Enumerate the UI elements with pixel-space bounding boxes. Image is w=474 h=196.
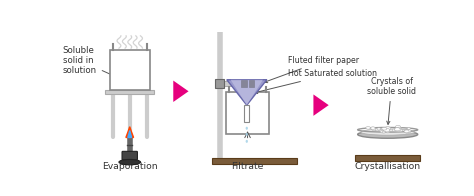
Ellipse shape [375,128,380,131]
Text: Fluted filter paper: Fluted filter paper [264,56,359,83]
Bar [215,79,225,88]
Ellipse shape [382,127,387,130]
Ellipse shape [407,128,410,129]
Ellipse shape [246,140,248,143]
Ellipse shape [394,128,401,132]
Ellipse shape [366,127,371,129]
Bar [109,50,150,90]
Ellipse shape [404,130,409,133]
Ellipse shape [380,131,384,133]
Ellipse shape [371,127,375,129]
Ellipse shape [246,127,248,130]
Ellipse shape [382,131,385,133]
Ellipse shape [395,125,401,128]
Ellipse shape [397,127,401,130]
Ellipse shape [405,131,410,133]
Text: Soluble
solid in
solution: Soluble solid in solution [63,46,114,76]
Ellipse shape [361,129,415,135]
Text: Evaporation: Evaporation [102,162,157,171]
Bar [212,158,297,164]
Polygon shape [126,127,134,137]
Ellipse shape [394,128,400,131]
Ellipse shape [358,131,418,138]
Polygon shape [227,80,267,105]
Text: Crystals of
soluble solid: Crystals of soluble solid [367,76,416,124]
Bar [217,81,261,86]
Polygon shape [231,80,263,105]
Bar [105,90,155,94]
Bar [245,105,249,122]
Bar [110,67,149,89]
Text: Filtrate: Filtrate [231,162,264,171]
Ellipse shape [386,131,390,133]
Ellipse shape [398,129,403,132]
Bar [227,115,268,134]
Text: Crystallisation: Crystallisation [355,162,421,171]
Ellipse shape [119,159,140,165]
Ellipse shape [406,129,411,132]
Text: Hot Saturated solution: Hot Saturated solution [255,69,377,93]
FancyBboxPatch shape [122,151,137,160]
Ellipse shape [246,133,248,136]
Polygon shape [128,131,132,137]
Bar [226,92,269,134]
Ellipse shape [392,129,397,132]
Bar [356,155,420,161]
Ellipse shape [404,130,409,132]
Ellipse shape [384,127,391,130]
Ellipse shape [383,128,390,132]
Ellipse shape [372,128,376,131]
Bar [249,80,255,87]
Bar [241,80,247,87]
Ellipse shape [377,128,381,130]
